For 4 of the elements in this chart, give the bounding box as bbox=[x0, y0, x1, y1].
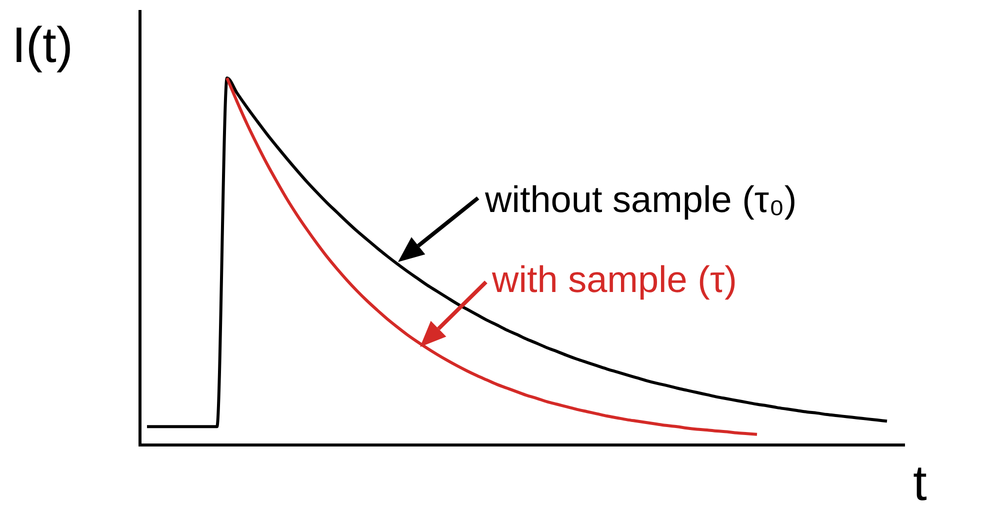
legend-label: with sample (τ) bbox=[491, 259, 737, 300]
y-axis-title: I(t) bbox=[12, 17, 74, 73]
legend-label: without sample (τ₀) bbox=[484, 179, 797, 220]
x-axis-title: t bbox=[913, 455, 927, 509]
